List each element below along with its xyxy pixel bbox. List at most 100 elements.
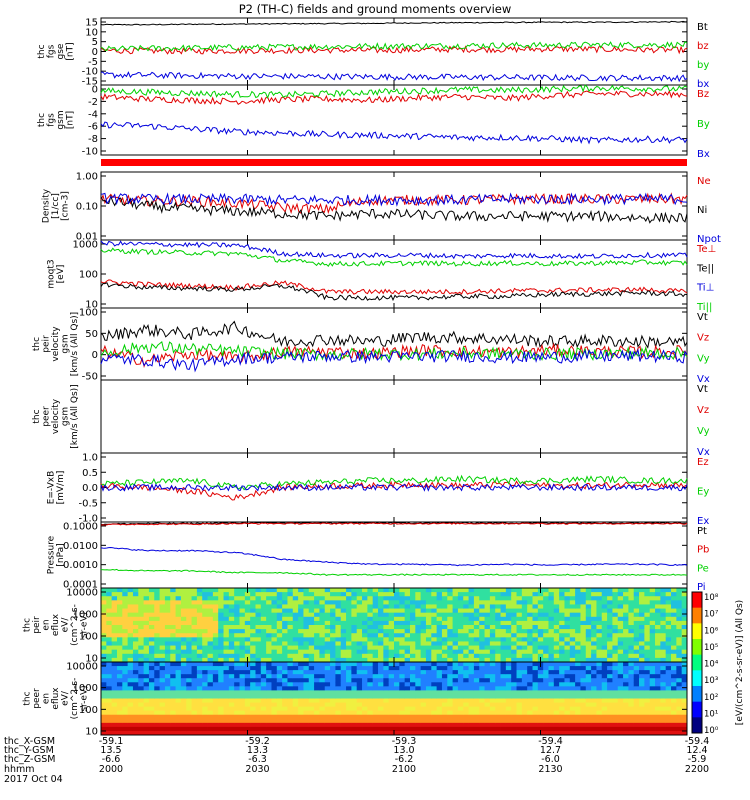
y-label-line: gsm: [56, 110, 66, 129]
x-col-value: -59.3: [392, 736, 417, 747]
x-row-label: thc_X-GSM: [4, 736, 55, 747]
y-tick-label: 1000: [73, 683, 98, 694]
y-label-line: peir: [32, 616, 42, 634]
legend-entry: Pe: [697, 563, 709, 574]
series-Ne: [100, 192, 688, 215]
x-col-value: -6.6: [102, 754, 121, 765]
y-label-line: velocity: [51, 326, 61, 362]
y-tick-label: 0.0010: [63, 560, 98, 571]
series-Bt: [100, 20, 688, 26]
y-label-line: peer: [42, 406, 52, 427]
colorbar-tick: 10¹: [704, 709, 718, 719]
y-label-line: eV/: [61, 690, 71, 706]
legend-entry: Ez: [697, 457, 709, 468]
x-col-value: 2130: [538, 764, 562, 775]
series-Ni: [100, 194, 688, 224]
y-label-line: [nPa]: [56, 543, 66, 566]
y-label-line: velocity: [51, 398, 61, 434]
spectrogram: [101, 662, 688, 736]
colorbar-swatch: [692, 592, 702, 609]
panel-frame: [100, 521, 688, 589]
x-col-value: -59.1: [99, 736, 124, 747]
colorbar-swatch: [692, 670, 702, 687]
y-tick-label: 10: [85, 27, 98, 38]
y-tick-label: 0: [92, 350, 98, 361]
colorbar: 10⁸ 10⁷ 10⁶ 10⁵ 10⁴ 10³ 10² 10¹ 10⁰ [eV/(cm^2-s-s…: [691, 591, 745, 736]
panel-6: thc peer velocity gsm [km/s (All Qs)] Vt Vz Vy V…: [32, 379, 710, 458]
panel-3: Density [1/cc] [cm-3] 1.00 0.10 0.01 Ne Ni Npot: [42, 171, 721, 245]
y-label-line: [cm-3]: [61, 191, 71, 221]
series-Ti⊥: [100, 240, 688, 260]
colorbar-label-group: [eV/(cm^2-s-sr-eV)] (All Qs): [735, 600, 745, 725]
y-tick-label: 100: [79, 632, 98, 643]
legend-entry: Pb: [697, 545, 709, 556]
legend-entry: Ni: [697, 205, 707, 216]
legend-entry: Vy: [697, 353, 710, 364]
y-tick-label: -4: [88, 109, 98, 120]
x-col-value: -6.3: [248, 754, 267, 765]
x-col-value: -59.4: [538, 736, 563, 747]
y-tick-label: -0.5: [78, 498, 98, 509]
y-label-line: peer: [32, 688, 42, 709]
series-Pe: [100, 568, 688, 577]
colorbar-swatch: [692, 623, 702, 640]
y-tick-label: -10: [82, 67, 98, 78]
y-label-line: [nT]: [65, 42, 75, 60]
y-label-line: [eV]: [56, 265, 66, 284]
x-col-value: -5.9: [688, 754, 707, 765]
y-axis-label: thc fgs gsm [nT]: [37, 110, 76, 129]
colorbar-tick: 10⁷: [704, 610, 719, 620]
legend-entry: Bx: [697, 149, 710, 160]
y-axis-label: thc peer velocity gsm [km/s (All Qs)]: [32, 384, 80, 448]
y-label-line: gsm: [61, 334, 71, 353]
x-col-value: -6.0: [541, 754, 560, 765]
series-By: [100, 84, 688, 100]
y-axis-label: thc peer en eflux eV/(cm^2-s-sr-eV): [23, 678, 90, 720]
colorbar-tick: 10⁴: [704, 660, 719, 670]
legend-entry: Vz: [697, 333, 709, 344]
spectrogram: [101, 588, 688, 663]
panel-frame: [100, 379, 688, 454]
colorbar-frame: [691, 591, 703, 734]
y-label-line: thc: [23, 618, 33, 632]
y-label-line: sr-eV): [80, 612, 90, 638]
legend-entry: Vt: [697, 312, 708, 323]
y-tick-label: 100: [79, 705, 98, 716]
series-bx: [100, 71, 688, 83]
series-Te||: [100, 282, 688, 302]
separator-bar: [101, 159, 687, 166]
colorbar-swatch: [692, 686, 702, 703]
y-label-line: Pressure: [46, 535, 56, 574]
y-axis-label: thc peir velocity gsm [km/s (All Qs)]: [32, 312, 80, 376]
x-col-value: 2000: [99, 764, 123, 775]
panel-7: E=-VxB [mV/m] 1.0 0.5 0.0 -0.5 -1.0 Ez Ey Ex: [46, 452, 709, 527]
panel-frame: [100, 17, 688, 86]
y-label-line: thc: [32, 337, 42, 351]
y-tick-label: 0.0001: [63, 580, 98, 591]
y-label-line: [km/s (All Qs)]: [70, 312, 80, 376]
series-bz: [100, 45, 688, 55]
y-tick-label: 5: [92, 37, 98, 48]
y-label-line: thc: [37, 44, 47, 58]
colorbar-tick: 10³: [704, 676, 718, 686]
colorbar-tick: 10²: [704, 693, 718, 703]
colorbar-tick: 10⁰: [704, 726, 719, 736]
colorbar-tick: 10⁵: [704, 643, 718, 653]
panel-8: Pressure [nPa] 0.1000 0.0100 0.0010 0.0001 Pt P…: [46, 521, 709, 593]
x-col-value: 13.0: [393, 745, 414, 756]
y-label-line: en: [42, 619, 52, 630]
legend-entry: bx: [697, 79, 709, 90]
x-col-value: 2100: [392, 764, 416, 775]
legend-entry: Ne: [697, 176, 711, 187]
series-Pi: [100, 546, 688, 567]
y-axis-label: thc peir en eflux eV/(cm^2-s-sr-eV): [23, 604, 90, 646]
y-tick-label: 0.5: [82, 468, 98, 479]
y-label-line: [mV/m]: [56, 471, 66, 505]
y-label-line: en: [42, 693, 52, 704]
x-row-label: thc_Z-GSM: [4, 754, 55, 765]
colorbar-label: [eV/(cm^2-s-sr-eV)] (All Qs): [735, 600, 745, 725]
y-label-line: peir: [42, 335, 52, 353]
series-Te⊥: [100, 279, 688, 295]
legend-entry: By: [697, 119, 710, 130]
